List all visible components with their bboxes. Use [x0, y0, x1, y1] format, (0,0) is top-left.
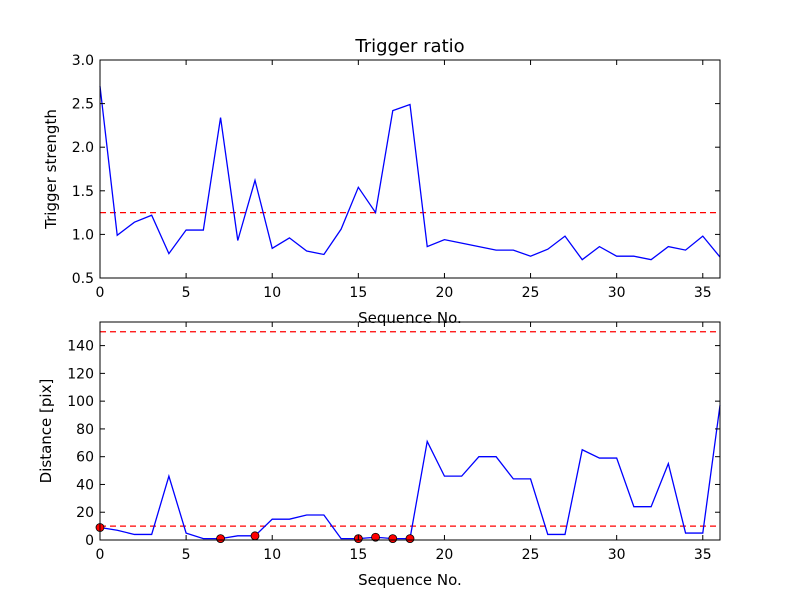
y-tick-label: 60	[76, 450, 94, 466]
trigger-marker	[388, 534, 398, 544]
x-tick-label: 35	[694, 285, 712, 301]
y-tick-label: 140	[67, 339, 94, 355]
x-tick-label: 5	[182, 285, 191, 301]
x-tick-label: 15	[349, 285, 367, 301]
x-tick-label: 30	[608, 285, 626, 301]
y-tick-label: 2.0	[72, 140, 94, 156]
y-tick-label: 100	[67, 394, 94, 410]
y-tick-label: 1.5	[72, 184, 94, 200]
x-tick-label: 20	[436, 285, 454, 301]
y-tick-label: 1.0	[72, 227, 94, 243]
x-tick-label: 15	[349, 547, 367, 563]
series-line-0	[99, 86, 721, 261]
x-tick-label: 0	[96, 285, 105, 301]
y-tick-label: 2.5	[72, 97, 94, 113]
x-tick-label: 35	[694, 547, 712, 563]
y-axis-label: Trigger strength	[42, 109, 60, 230]
trigger-marker	[405, 534, 415, 544]
y-ticks: 0.5 1.0 1.5 2.0 2.5 3.0	[72, 53, 720, 287]
y-tick-label: 120	[67, 366, 94, 382]
x-ticks: 0 5 10 15 20 25 30 35	[96, 60, 712, 301]
x-tick-label: 10	[263, 547, 281, 563]
x-axis-label: Sequence No.	[358, 571, 462, 589]
x-tick-label: 0	[96, 547, 105, 563]
threshold-lines	[100, 331, 720, 527]
x-tick-label: 5	[182, 547, 191, 563]
y-tick-label: 3.0	[72, 53, 94, 69]
series-lines	[99, 86, 721, 261]
y-tick-label: 80	[76, 422, 94, 438]
y-tick-label: 40	[76, 477, 94, 493]
x-ticks: 0 5 10 15 20 25 30 35	[96, 322, 712, 563]
y-tick-label: 0	[85, 533, 94, 549]
x-tick-label: 30	[608, 547, 626, 563]
trigger-ratio-chart: Trigger ratio 0 5 10 15 20 25 30 35 0.5 1.0 1.5 2.…	[42, 36, 721, 327]
trigger-marker	[216, 534, 225, 544]
y-axis-label: Distance [pix]	[37, 379, 55, 484]
axes-frame	[99, 321, 721, 541]
x-axis-label: Sequence No.	[358, 309, 462, 327]
trigger-marker	[371, 532, 380, 542]
axes-frame	[99, 59, 721, 279]
y-tick-label: 0.5	[72, 271, 94, 287]
chart-title: Trigger ratio	[354, 36, 464, 57]
distance-chart: 0 5 10 15 20 25 30 35 0 20 40 60 80 100 120 140 Sequen…	[37, 321, 721, 589]
y-ticks: 0 20 40 60 80 100 120 140	[67, 339, 720, 549]
trigger-marker	[250, 531, 260, 541]
y-tick-label: 20	[76, 505, 94, 521]
x-tick-label: 25	[522, 285, 540, 301]
x-tick-label: 25	[522, 547, 540, 563]
x-tick-label: 10	[263, 285, 281, 301]
x-tick-label: 20	[436, 547, 454, 563]
